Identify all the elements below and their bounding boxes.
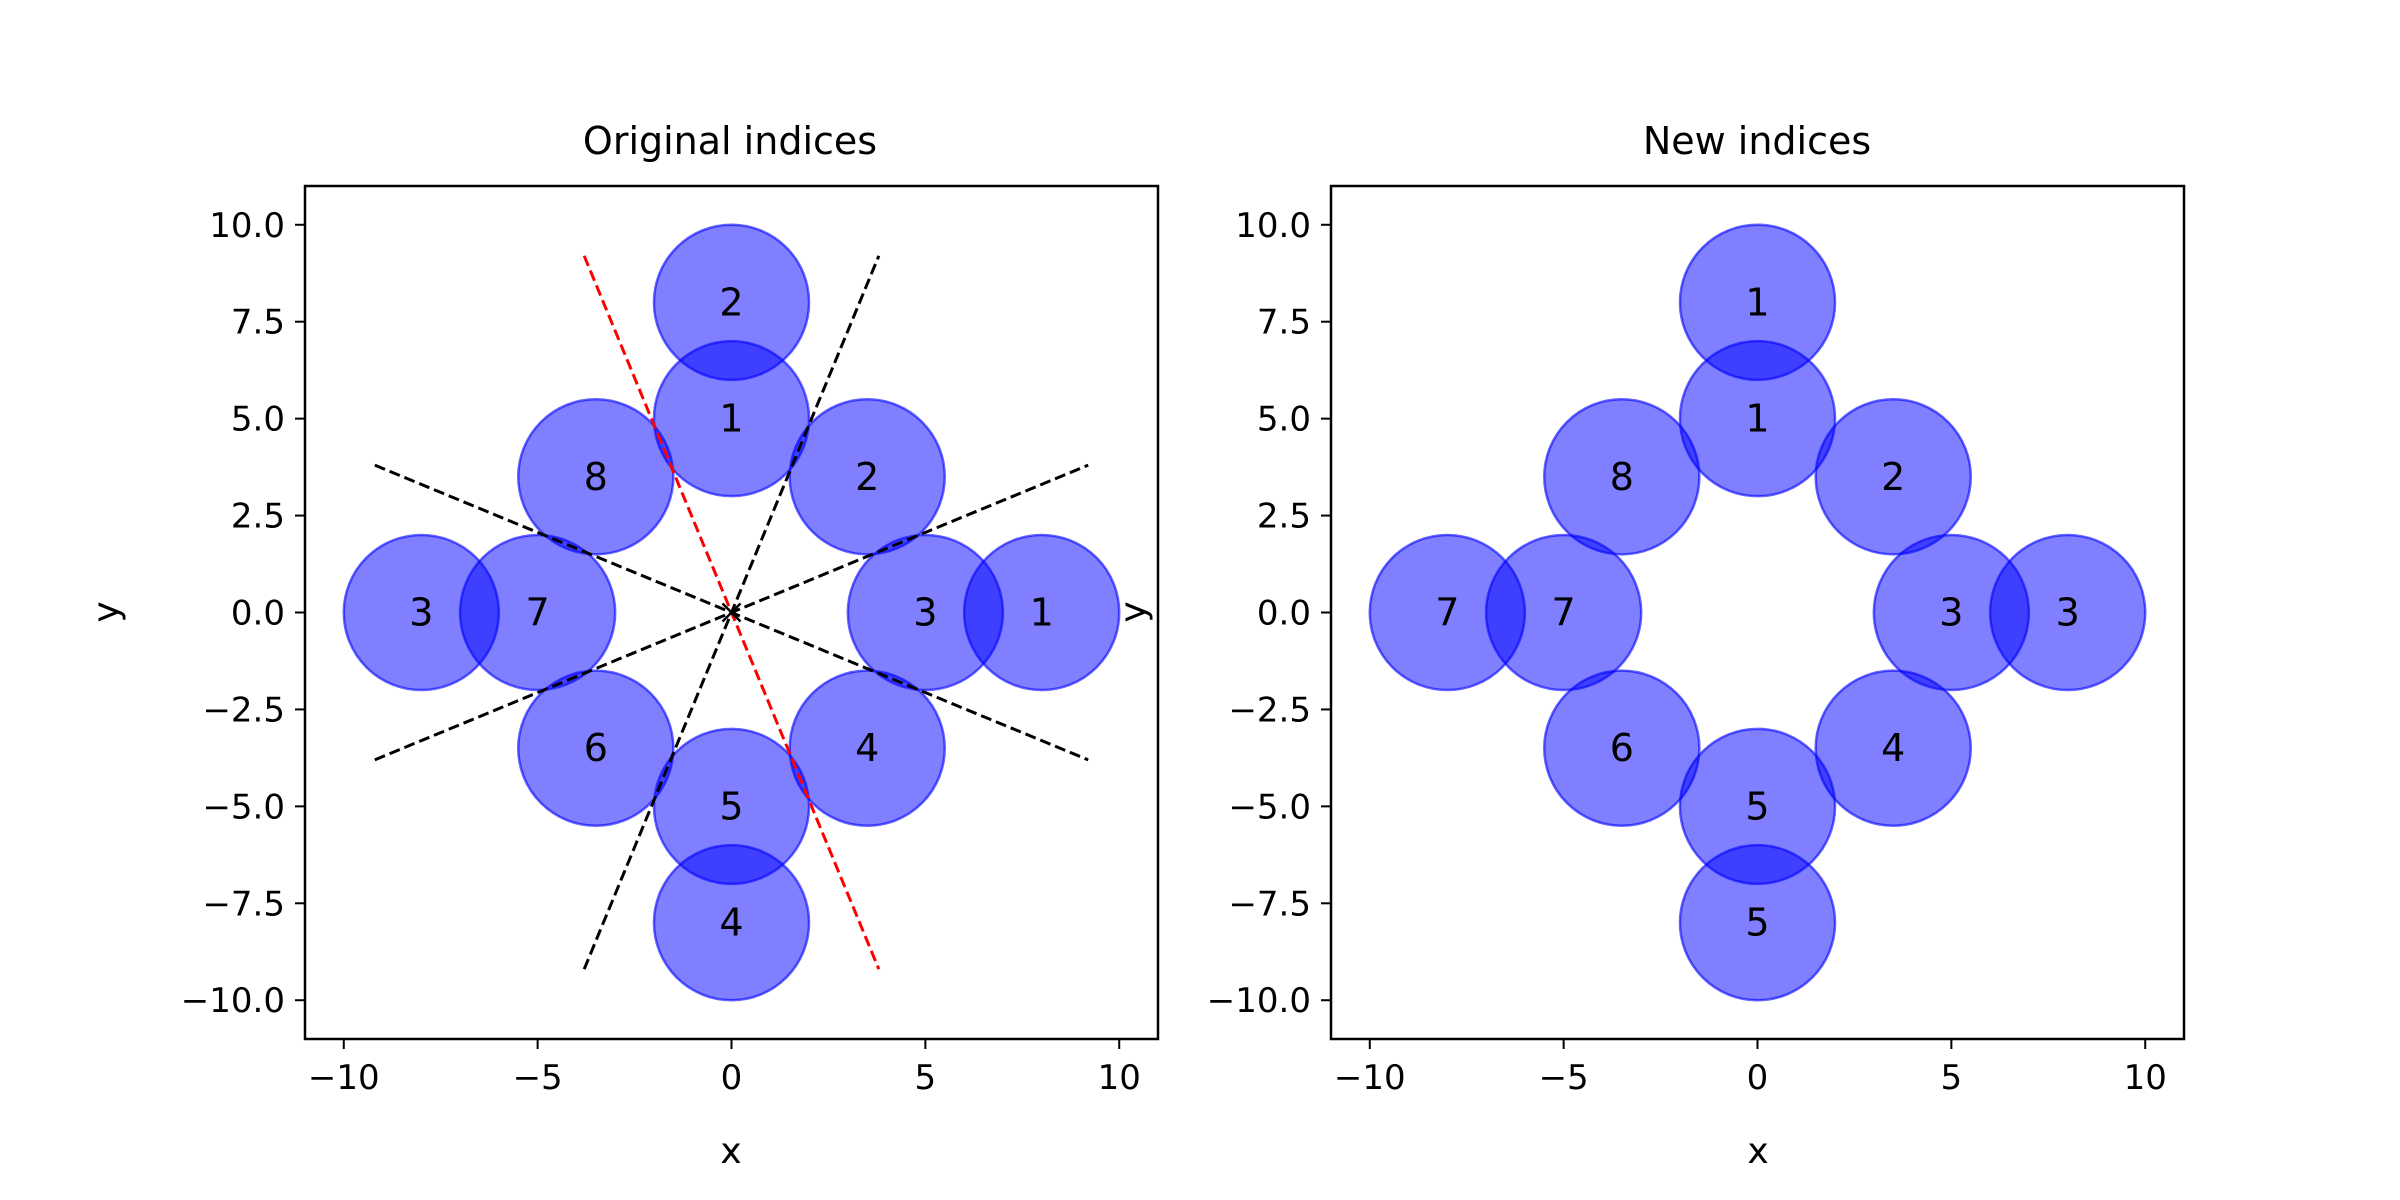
- y-tick-label: −5.0: [1228, 787, 1311, 827]
- circle-label: 1: [719, 397, 743, 441]
- y-tick-label: −10.0: [181, 981, 285, 1021]
- y-axis-label: y: [86, 601, 127, 622]
- x-axis: −10 −5 0 5 10: [308, 1039, 1141, 1098]
- x-tick-label: 0: [721, 1058, 743, 1098]
- circle-label: 2: [1881, 455, 1905, 499]
- y-tick-label: 5.0: [1257, 400, 1311, 440]
- circle-label: 4: [855, 726, 879, 770]
- y-tick-label: 5.0: [231, 400, 285, 440]
- circle-label: 1: [1745, 397, 1769, 441]
- circle-marker: [1543, 669, 1701, 827]
- x-tick-label: 10: [1098, 1058, 1141, 1098]
- y-axis: 10.0 7.5 5.0 2.5 0.0 −2.5 −5.0 −7.5 −10.0: [1207, 206, 1331, 1021]
- y-tick-label: 0.0: [1257, 594, 1311, 634]
- circle-label: 6: [1610, 726, 1634, 770]
- y-tick-label: −7.5: [1228, 884, 1311, 924]
- circle-label: 3: [913, 591, 937, 635]
- x-tick-label: 5: [1941, 1058, 1963, 1098]
- circle-label: 8: [584, 455, 608, 499]
- circle-label: 3: [409, 591, 433, 635]
- circle-label: 5: [1745, 784, 1769, 828]
- x-tick-label: −5: [1539, 1058, 1589, 1098]
- circle-label: 2: [719, 280, 743, 324]
- x-axis-label: x: [1747, 1131, 1768, 1172]
- circle-marker: [652, 339, 811, 498]
- x-tick-label: −5: [513, 1058, 563, 1098]
- chart-title: Original indices: [583, 119, 877, 163]
- x-tick-label: −10: [308, 1058, 380, 1098]
- circle-label: 8: [1610, 455, 1634, 499]
- circle-marker: [1814, 669, 1973, 827]
- y-tick-label: 10.0: [1235, 206, 1311, 246]
- circle-marker: [517, 669, 675, 827]
- y-axis-label: y: [1113, 601, 1154, 622]
- y-tick-label: 2.5: [231, 497, 285, 537]
- center-marker-stroke: [721, 602, 742, 623]
- x-tick-label: 10: [2124, 1058, 2167, 1098]
- chart-title: New indices: [1643, 119, 1871, 163]
- circle-label: 4: [719, 901, 743, 945]
- y-tick-label: 2.5: [1257, 497, 1311, 537]
- y-tick-label: 7.5: [1257, 303, 1311, 343]
- circle-marker: [1678, 843, 1837, 1002]
- y-tick-label: −7.5: [202, 884, 285, 924]
- circle-marker: [1814, 398, 1973, 556]
- circle-label: 2: [855, 455, 879, 499]
- x-tick-label: 5: [915, 1058, 937, 1098]
- x-tick-label: −10: [1334, 1058, 1406, 1098]
- plot-area: 2 1 2 8 3 7 3 1 6 4 5 4: [342, 223, 1121, 1002]
- circle-label: 3: [2056, 591, 2080, 635]
- circle-label: 7: [1435, 591, 1459, 635]
- circle-label: 7: [1552, 591, 1576, 635]
- circle-label: 6: [584, 726, 608, 770]
- circle-marker: [1678, 339, 1837, 498]
- y-tick-label: 0.0: [231, 594, 285, 634]
- circle-marker: [517, 398, 675, 556]
- y-tick-label: −2.5: [1228, 690, 1311, 730]
- circle-label: 1: [1030, 591, 1054, 635]
- circle-marker: [1484, 533, 1643, 692]
- circle-marker: [1543, 398, 1701, 556]
- circle-marker: [788, 669, 946, 827]
- axes-new-indices: New indices 1 1 2 8 7 7 3 3 6 4 5 5 −10 −5 0 5 10 10.0 7…: [1113, 119, 2186, 1172]
- circle-marker: [962, 533, 1121, 692]
- y-tick-label: −10.0: [1207, 981, 1311, 1021]
- y-tick-label: −5.0: [202, 787, 285, 827]
- circle-marker: [788, 398, 946, 556]
- circle-label: 3: [1939, 591, 1963, 635]
- circle-label: 4: [1881, 726, 1905, 770]
- x-axis: −10 −5 0 5 10: [1334, 1039, 2167, 1098]
- y-tick-label: −2.5: [202, 690, 285, 730]
- center-marker: [721, 602, 742, 623]
- x-tick-label: 0: [1747, 1058, 1769, 1098]
- circle-label: 5: [1745, 901, 1769, 945]
- circle-label: 5: [719, 784, 743, 828]
- circle-label: 7: [526, 591, 550, 635]
- plot-area: 1 1 2 8 7 7 3 3 6 4 5 5: [1368, 223, 2147, 1002]
- circle-marker: [1988, 533, 2147, 692]
- circle-label: 1: [1745, 280, 1769, 324]
- y-tick-label: 10.0: [209, 206, 285, 246]
- y-axis: 10.0 7.5 5.0 2.5 0.0 −2.5 −5.0 −7.5 −10.0: [181, 206, 305, 1021]
- y-tick-label: 7.5: [231, 303, 285, 343]
- circle-marker: [458, 533, 617, 692]
- circle-marker: [652, 843, 811, 1002]
- x-axis-label: x: [720, 1131, 741, 1172]
